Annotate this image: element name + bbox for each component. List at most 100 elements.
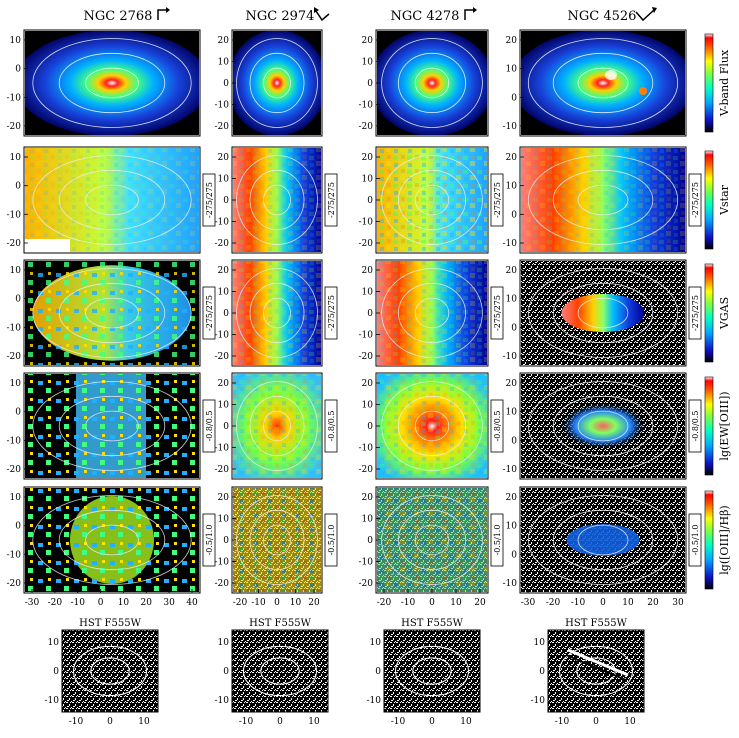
map-image [233,148,321,252]
y-tick-label: -20 [215,579,230,589]
y-tick-label: 0 [15,182,21,192]
y-tick-label: -20 [359,465,374,475]
y-tick-label: -10 [503,352,518,362]
panel-frame [519,372,687,480]
x-tick-label: 10 [290,598,302,608]
row-5-colorbar: lg([OIII]/Hβ) [704,490,731,590]
x-tick-label: 10 [118,598,130,608]
map-image [521,148,685,252]
y-tick-label: 10 [10,153,22,163]
flux-distribution [25,31,199,135]
x-tick-label: -30 [25,598,40,608]
isophote-contour [397,395,466,457]
hst-x-tick-label: 0 [593,717,599,727]
range-label: -275/275 [327,295,336,331]
range-box [490,286,504,340]
y-tick-label: -10 [359,558,374,568]
row-label: V-band Flux [718,49,731,117]
isophote-contour [58,169,166,231]
y-tick-label: -20 [359,352,374,362]
north-east-arrow-icon [464,7,477,20]
range-label: -0.5/1.0 [691,525,700,556]
hst-x-tick-label: 10 [138,717,150,727]
isophote-contour [32,268,192,358]
isophote-contour [414,184,450,216]
galaxy-column-ngc-4526: NGC 4526 20 10 0 -10 20 10 0 -10 -275/275 20 10 0 -10… [503,7,702,727]
y-tick-label: 0 [15,65,21,75]
y-tick-label: 10 [218,175,230,185]
range-label: -275/275 [493,295,502,331]
isophote-contour [381,268,483,358]
galaxy-title: NGC 2768 [84,9,153,24]
y-tick-label: 10 [218,288,230,298]
map-image [233,261,321,365]
y-tick-label: 0 [367,422,373,432]
y-tick-label: 10 [506,408,518,418]
y-tick-label: 10 [218,58,230,68]
y-tick-label: 0 [223,422,229,432]
hst-x-tick-label: 10 [624,717,636,727]
range-label: -275/275 [327,182,336,218]
x-tick-label: 10 [622,598,634,608]
isophote-contour [236,155,318,245]
dust-lane [565,654,627,681]
range-box [688,286,702,340]
isophote-contour [397,52,466,114]
y-tick-label: 0 [511,436,517,446]
isophote-contour [414,410,450,442]
y-tick-label: 20 [362,493,374,503]
velocity-bins [521,148,685,252]
map-panel-row-1: 20 10 0 -10 -20 [359,29,489,137]
y-tick-label: 0 [511,93,517,103]
hst-title: HST F555W [565,618,627,629]
range-box [490,173,504,227]
map-image [377,488,487,592]
map-panel-row-4: 20 10 0 -10 -20 -0.8/0.5 [359,372,504,480]
hst-image [62,630,158,712]
x-tick-label: -20 [233,598,248,608]
map-panel-row-1: 10 0 -10 -20 [7,29,201,137]
galaxy-column-ngc-2768: NGC 2768 10 0 -10 -20 10 0 -10 -20 -275/275 10 0 -10… [7,7,216,727]
y-tick-label: 0 [15,408,21,418]
x-tick-label: 0 [98,598,104,608]
flux-knot [639,87,647,95]
isophote-contour [577,184,629,216]
isophote-contour [552,509,654,571]
galaxy-title: NGC 4278 [391,9,460,24]
isophote-contour [243,645,317,697]
isophote-contour [249,52,305,114]
galaxy-column-ngc-4278: NGC 427820100-10-2020100-10-20-275/27520… [359,7,504,727]
y-tick-label: 20 [218,36,230,46]
velocity-bins [25,261,199,365]
y-tick-label: -10 [359,218,374,228]
panel-frame [23,372,201,480]
map-image [377,31,487,135]
hst-y-tick-label: 10 [48,638,60,648]
isophote-contour [527,268,679,358]
y-tick-label: -10 [215,444,230,454]
isophote-contour [85,184,139,216]
range-box [324,286,338,340]
map-image [25,488,199,592]
hst-y-tick-label: 10 [370,638,382,648]
x-tick-label: -10 [70,598,85,608]
panel-frame [519,259,687,367]
y-tick-label: 20 [506,493,518,503]
y-tick-label: 10 [506,65,518,75]
y-tick-label: 10 [506,295,518,305]
hst-y-tick-label: 10 [534,638,546,648]
isophote-contour [395,645,469,697]
panel-frame [383,629,481,713]
y-tick-label: -10 [7,323,22,333]
map-image [233,488,321,592]
y-tick-label: 20 [218,153,230,163]
y-tick-label: -10 [503,239,518,249]
isophote-contour [260,657,300,685]
x-tick-label: -20 [377,598,392,608]
map-panel-row-4: 10 0 -10 -20 -0.8/0.5 [7,372,216,480]
isophote-contour [263,410,291,442]
map-panel-row-2: 10 0 -10 -20 -275/275 [7,146,216,254]
y-tick-label: -10 [215,101,230,111]
y-tick-label: 10 [362,58,374,68]
isophote-contour [527,381,679,471]
